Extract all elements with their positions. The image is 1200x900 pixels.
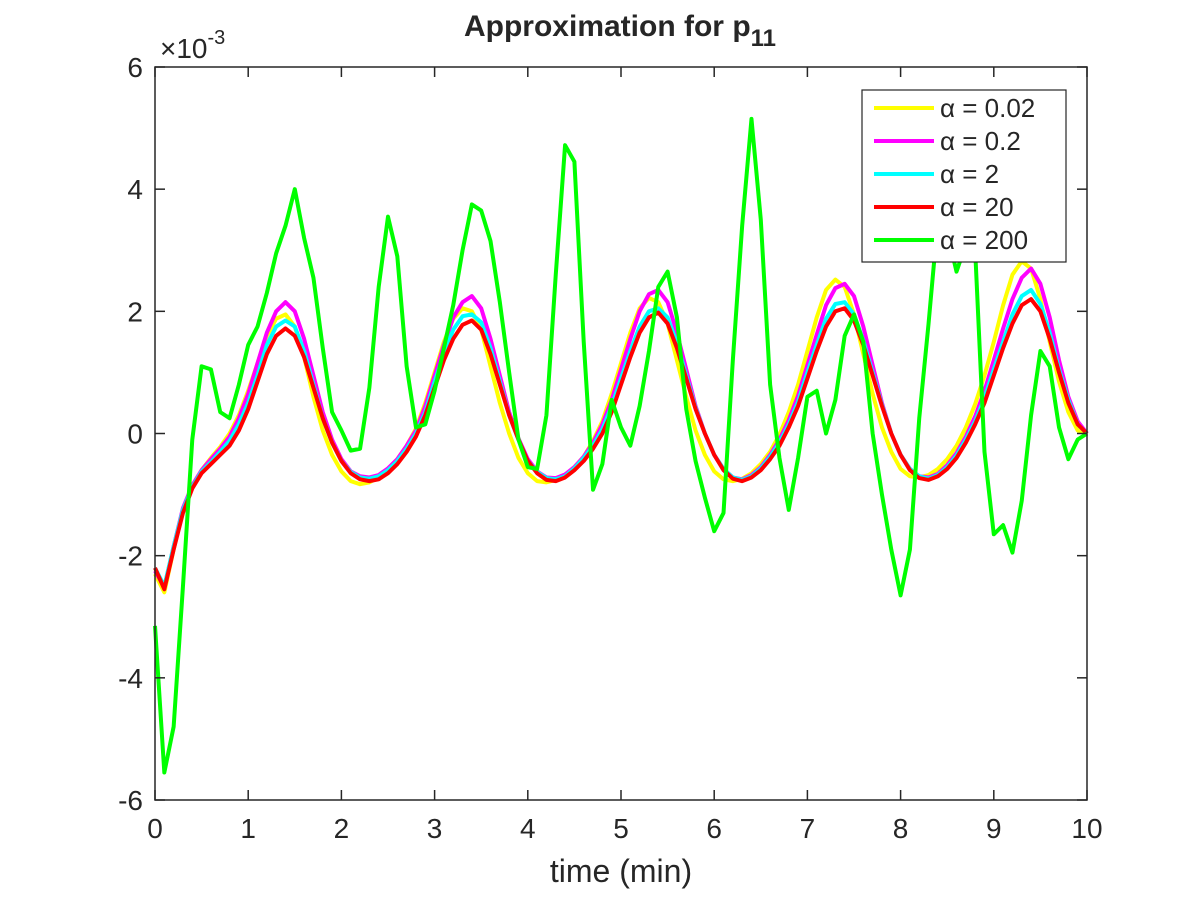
series-line [153, 297, 1089, 592]
x-tick-label: 8 [893, 813, 909, 844]
y-tick-label: 4 [127, 174, 143, 205]
y-tick-label: 2 [127, 296, 143, 327]
legend-label: α = 2 [940, 159, 999, 189]
title-subscript: 11 [751, 25, 776, 52]
y-tick-label: -4 [118, 663, 143, 694]
x-tick-label: 2 [334, 813, 350, 844]
x-tick-label: 9 [986, 813, 1002, 844]
x-tick-label: 3 [427, 813, 443, 844]
legend: α = 0.02α = 0.2α = 2α = 20α = 200 [861, 89, 1067, 263]
y-multiplier-base: ×10 [160, 33, 208, 64]
title-main: Approximation for p [464, 10, 751, 43]
y-multiplier-exponent: -3 [208, 27, 226, 49]
series-group [153, 116, 1089, 775]
x-tick-label: 10 [1071, 813, 1102, 844]
legend-label: α = 0.2 [940, 126, 1021, 156]
y-multiplier: ×10-3 [160, 27, 225, 64]
x-tick-label: 7 [800, 813, 816, 844]
x-tick-label: 5 [613, 813, 629, 844]
axes: 0 1 2 3 4 5 6 7 8 9 10 -6 -4 -2 0 2 4 6 [118, 52, 1102, 844]
x-tick-label: 6 [706, 813, 722, 844]
legend-label: α = 20 [940, 192, 1014, 222]
legend-label: α = 200 [940, 225, 1028, 255]
y-tick-label: 6 [127, 52, 143, 83]
chart-title: Approximation for p11 [464, 10, 776, 52]
y-tick-label: -2 [118, 541, 143, 572]
y-tick-label: 0 [127, 419, 143, 450]
x-tick-label: 1 [240, 813, 256, 844]
x-axis-label: time (min) [550, 853, 692, 889]
x-tick-label: 0 [147, 813, 163, 844]
legend-label: α = 0.02 [940, 93, 1035, 123]
series-line [153, 116, 1089, 775]
y-tick-label: -6 [118, 785, 143, 816]
x-tick-label: 4 [520, 813, 536, 844]
